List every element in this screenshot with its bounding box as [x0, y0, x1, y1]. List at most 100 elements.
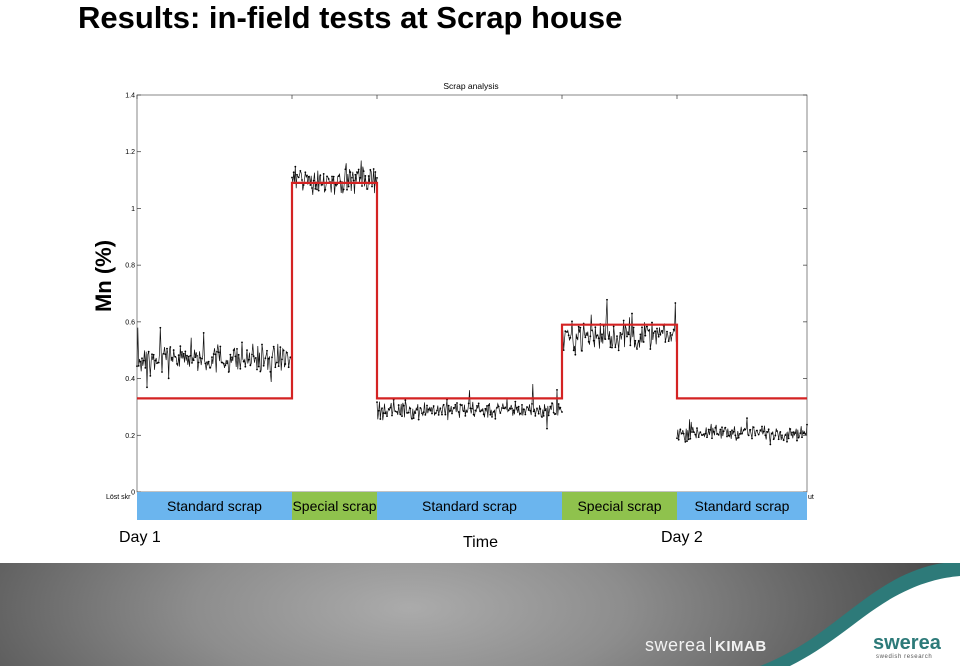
mn-data-point [274, 366, 277, 369]
mn-data-point [422, 411, 425, 414]
mn-data-point [704, 432, 707, 435]
mn-data-point [264, 357, 267, 360]
mn-data-point [361, 185, 363, 187]
kimab-logo-brand: swerea [645, 635, 707, 655]
mn-series-line [291, 160, 378, 195]
mn-data-point [182, 352, 185, 355]
mn-series-line [376, 383, 563, 429]
mn-data-point [346, 188, 348, 191]
mn-data-point [376, 176, 378, 179]
mn-data-point [184, 350, 187, 353]
mn-data-point [252, 355, 255, 358]
mn-data-point [382, 412, 385, 414]
mn-data-point [536, 407, 538, 410]
mn-data-point [262, 364, 265, 367]
mn-data-point [614, 346, 617, 349]
mn-data-point [414, 412, 417, 414]
mn-data-point [212, 353, 215, 355]
mn-data-point [292, 171, 295, 174]
y-tick-label: 0.2 [125, 433, 135, 440]
mn-data-point [501, 407, 503, 409]
mn-data-point [169, 346, 172, 348]
mn-data-point [166, 347, 168, 350]
mn-data-point [581, 349, 583, 352]
mn-data-point [722, 430, 725, 433]
y-tick-label: 0 [131, 490, 135, 497]
mn-data-point [291, 176, 293, 179]
mn-data-point [192, 359, 195, 362]
mn-data-point [424, 413, 427, 416]
mn-data-point [377, 409, 380, 412]
mn-data-point [524, 413, 527, 416]
mn-data-point [592, 339, 595, 342]
mn-data-point [804, 433, 807, 435]
mn-data-point [256, 368, 258, 371]
mn-data-point [577, 325, 580, 328]
slide-title: Results: in-field tests at Scrap house [78, 0, 623, 35]
mn-data-point [659, 333, 662, 336]
mn-data-point [354, 173, 357, 176]
mn-data-point [206, 361, 208, 364]
mn-data-point [239, 367, 242, 370]
mn-data-point [746, 417, 748, 420]
mn-data-point [569, 336, 572, 339]
mn-data-point [579, 326, 582, 329]
mn-data-point [232, 349, 235, 352]
mn-data-point [151, 353, 153, 356]
reference-step-line [137, 181, 807, 400]
mn-data-point [277, 365, 280, 368]
mn-data-point [687, 438, 690, 441]
chart-title: Scrap analysis [443, 81, 498, 91]
mn-data-point [584, 336, 587, 339]
mn-data-point [224, 364, 227, 367]
mn-data-point [647, 329, 650, 332]
mn-data-point [546, 427, 548, 430]
mn-data-point [139, 360, 142, 363]
mn-data-point [366, 188, 368, 190]
mn-data-point [799, 432, 802, 434]
mn-data-point [191, 361, 193, 364]
mn-data-point [402, 404, 405, 407]
mn-data-point [612, 325, 615, 328]
mn-data-point [452, 406, 455, 409]
swerea-logo: swerea [873, 632, 941, 654]
mn-data-point [794, 432, 797, 434]
kimab-logo-unit: KIMAB [715, 638, 767, 655]
mn-data-point [351, 176, 353, 179]
mn-data-point [572, 349, 575, 352]
mn-data-point [207, 360, 210, 363]
mn-data-point [331, 175, 333, 178]
y-tick-label: 1 [131, 206, 135, 213]
mn-data-point [702, 433, 705, 436]
mn-data-point [281, 358, 283, 361]
mn-data-point [214, 353, 217, 356]
mn-data-point [489, 413, 492, 416]
mn-data-point [297, 176, 300, 179]
mn-data-point [631, 312, 633, 315]
mn-data-point [137, 365, 140, 367]
mn-data-point [436, 409, 438, 412]
mn-data-point [299, 169, 302, 172]
mn-data-point [664, 341, 667, 343]
mn-data-point [576, 337, 578, 339]
mn-data-point [594, 326, 597, 329]
mn-data-point [141, 357, 143, 360]
mn-data-point [771, 432, 773, 435]
mn-data-point [721, 426, 723, 429]
mn-data-point [561, 411, 563, 413]
mn-data-point [649, 348, 652, 350]
mn-data-point [242, 360, 245, 363]
mn-data-point [406, 411, 408, 414]
mn-data-point [486, 405, 488, 407]
mn-data-point [781, 434, 783, 437]
mn-data-point [356, 171, 358, 174]
mn-data-point [456, 402, 458, 404]
mn-data-point [474, 409, 477, 412]
mn-data-point [629, 344, 632, 347]
plot-frame [136, 94, 808, 493]
mn-data-point [742, 429, 745, 432]
mn-data-point [386, 415, 388, 418]
mn-data-point [271, 356, 273, 359]
mn-data-point [671, 334, 673, 336]
mn-data-point [267, 357, 270, 360]
